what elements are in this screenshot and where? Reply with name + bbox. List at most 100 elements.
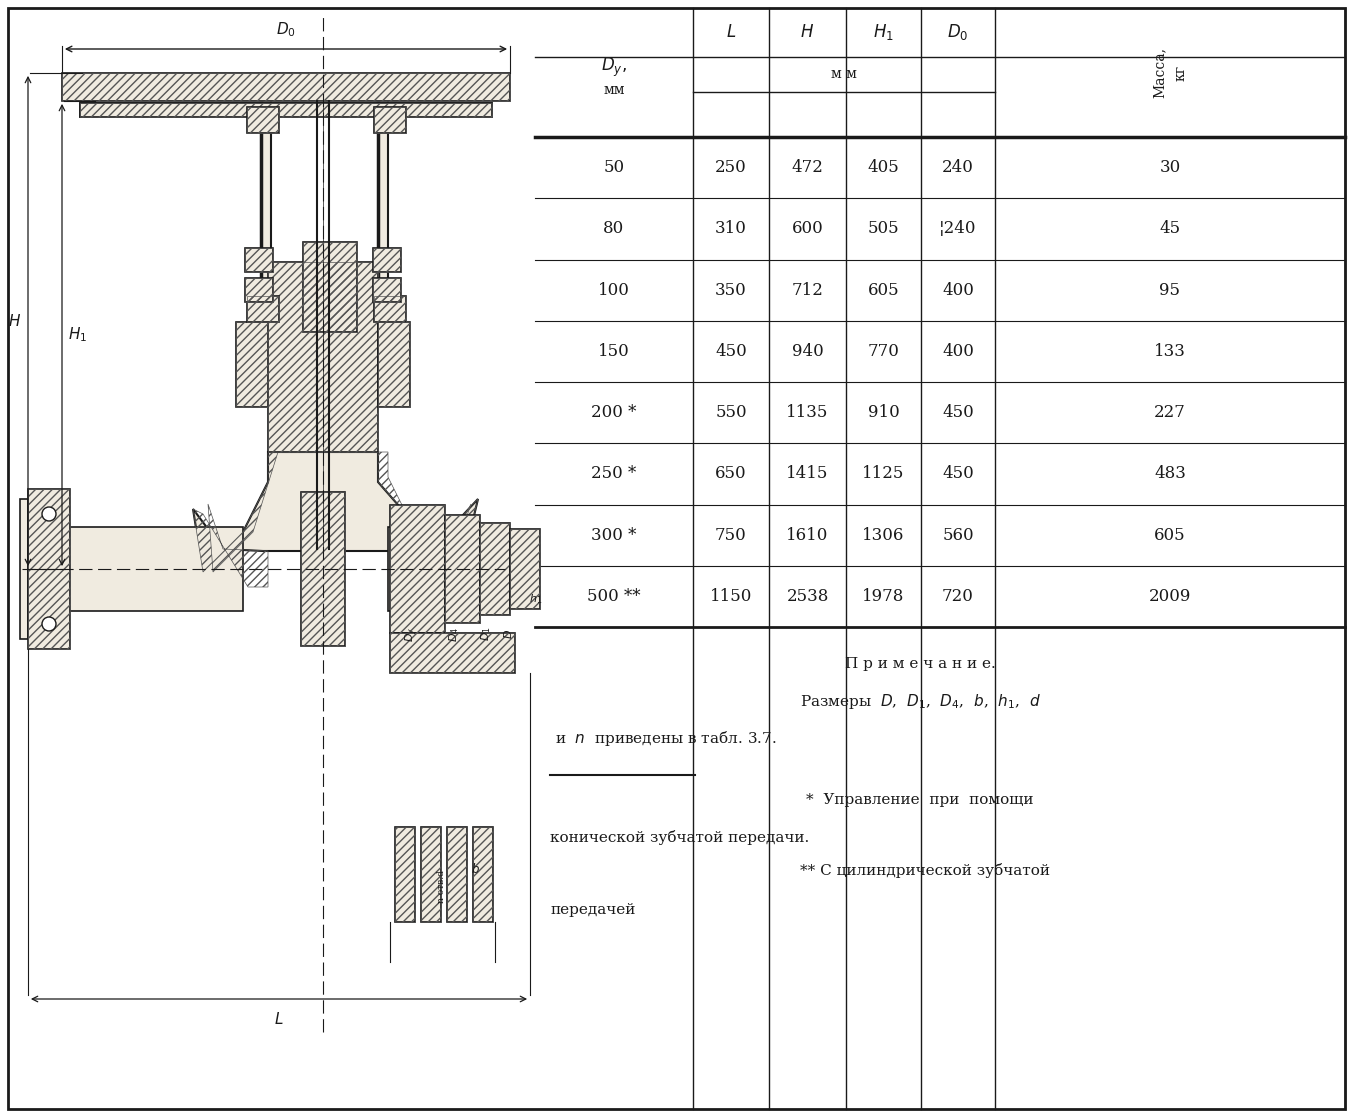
Bar bbox=[373, 278, 400, 302]
Text: $h_1$: $h_1$ bbox=[529, 592, 543, 605]
Text: 250 *: 250 * bbox=[591, 466, 637, 483]
Text: 50: 50 bbox=[603, 159, 625, 176]
Bar bbox=[377, 101, 388, 327]
Polygon shape bbox=[193, 452, 478, 572]
Text: 450: 450 bbox=[716, 343, 747, 360]
Bar bbox=[510, 529, 540, 609]
Text: 95: 95 bbox=[1160, 281, 1181, 298]
Text: 227: 227 bbox=[1154, 404, 1187, 421]
Text: 2009: 2009 bbox=[1149, 588, 1191, 605]
Text: 483: 483 bbox=[1154, 466, 1187, 483]
Bar bbox=[377, 322, 410, 407]
Text: 2538: 2538 bbox=[786, 588, 828, 605]
Text: 400: 400 bbox=[942, 281, 974, 298]
Text: *  Управление  при  помощи: * Управление при помощи bbox=[806, 793, 1034, 806]
Text: $D_4$: $D_4$ bbox=[446, 627, 461, 641]
Bar bbox=[268, 262, 377, 452]
Text: $L$: $L$ bbox=[725, 23, 736, 41]
Text: $L$: $L$ bbox=[275, 1011, 284, 1027]
Text: 600: 600 bbox=[792, 220, 824, 238]
Text: 100: 100 bbox=[598, 281, 630, 298]
Bar bbox=[303, 242, 357, 332]
Bar bbox=[28, 489, 70, 649]
Text: и  $n$  приведены в табл. 3.7.: и $n$ приведены в табл. 3.7. bbox=[555, 729, 777, 748]
Bar bbox=[62, 73, 510, 101]
Bar bbox=[235, 322, 268, 407]
Bar bbox=[80, 103, 492, 117]
Text: 770: 770 bbox=[867, 343, 900, 360]
Text: 720: 720 bbox=[942, 588, 974, 605]
Text: 45: 45 bbox=[1160, 220, 1181, 238]
Bar bbox=[390, 505, 445, 633]
Text: $H_1$: $H_1$ bbox=[873, 22, 894, 42]
Text: 30: 30 bbox=[1160, 159, 1181, 176]
Text: 750: 750 bbox=[716, 526, 747, 544]
Text: 1978: 1978 bbox=[862, 588, 905, 605]
Bar bbox=[373, 107, 406, 133]
Bar bbox=[395, 827, 415, 922]
Text: $H$: $H$ bbox=[801, 23, 815, 41]
Text: 400: 400 bbox=[942, 343, 974, 360]
Text: 1610: 1610 bbox=[786, 526, 828, 544]
Text: $H$: $H$ bbox=[8, 313, 22, 330]
Bar bbox=[80, 103, 492, 117]
Text: 310: 310 bbox=[716, 220, 747, 238]
Text: мм: мм bbox=[603, 84, 625, 97]
Bar bbox=[68, 527, 244, 611]
Bar bbox=[395, 827, 415, 922]
Text: 940: 940 bbox=[792, 343, 824, 360]
Text: 472: 472 bbox=[792, 159, 824, 176]
Bar bbox=[245, 248, 273, 273]
Bar bbox=[300, 491, 345, 646]
Bar bbox=[446, 827, 467, 922]
Bar bbox=[28, 489, 70, 649]
Bar bbox=[373, 296, 406, 322]
Bar bbox=[373, 107, 406, 133]
Bar bbox=[268, 262, 377, 452]
Bar bbox=[245, 278, 273, 302]
Bar bbox=[248, 107, 279, 133]
Text: 450: 450 bbox=[942, 404, 974, 421]
Bar bbox=[248, 296, 279, 322]
Text: 550: 550 bbox=[716, 404, 747, 421]
Bar bbox=[248, 107, 279, 133]
Bar bbox=[390, 633, 515, 674]
Text: 250: 250 bbox=[716, 159, 747, 176]
Text: 1306: 1306 bbox=[862, 526, 905, 544]
Text: $D_0$: $D_0$ bbox=[276, 20, 296, 39]
Bar bbox=[20, 499, 28, 639]
Text: ¦240: ¦240 bbox=[939, 220, 977, 238]
Bar bbox=[261, 101, 271, 327]
Text: 1150: 1150 bbox=[710, 588, 752, 605]
Bar bbox=[421, 827, 441, 922]
Bar bbox=[373, 248, 400, 273]
Text: 1125: 1125 bbox=[862, 466, 905, 483]
Text: ** С цилиндрической зубчатой: ** С цилиндрической зубчатой bbox=[800, 863, 1050, 878]
Text: 910: 910 bbox=[867, 404, 900, 421]
Text: П р и м е ч а н и е.: П р и м е ч а н и е. bbox=[844, 657, 996, 671]
Text: 505: 505 bbox=[867, 220, 900, 238]
Bar bbox=[474, 827, 492, 922]
Bar bbox=[480, 523, 510, 615]
Bar bbox=[480, 523, 510, 615]
Bar bbox=[390, 633, 515, 674]
Bar bbox=[80, 103, 492, 117]
Text: 300 *: 300 * bbox=[591, 526, 637, 544]
Bar bbox=[377, 322, 410, 407]
Text: 605: 605 bbox=[867, 281, 900, 298]
Text: 500 **: 500 ** bbox=[587, 588, 641, 605]
Bar bbox=[62, 73, 510, 101]
Text: 240: 240 bbox=[942, 159, 974, 176]
Bar bbox=[390, 505, 445, 633]
Bar bbox=[245, 278, 273, 302]
Bar bbox=[300, 491, 345, 646]
Bar bbox=[445, 515, 480, 623]
Bar bbox=[248, 296, 279, 322]
Bar bbox=[373, 248, 400, 273]
Bar bbox=[446, 827, 467, 922]
Text: 450: 450 bbox=[942, 466, 974, 483]
Text: 150: 150 bbox=[598, 343, 630, 360]
Text: конической зубчатой передачи.: конической зубчатой передачи. bbox=[551, 830, 809, 844]
Bar bbox=[373, 278, 400, 302]
Circle shape bbox=[42, 507, 55, 521]
